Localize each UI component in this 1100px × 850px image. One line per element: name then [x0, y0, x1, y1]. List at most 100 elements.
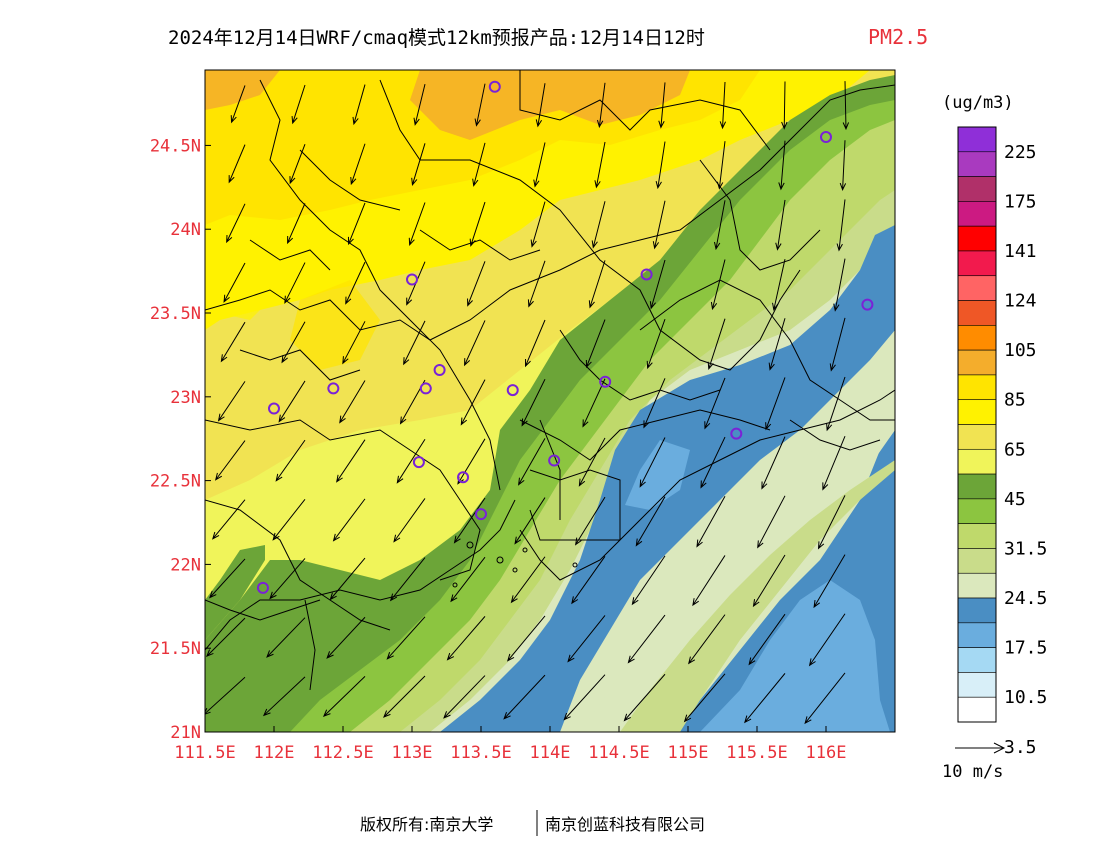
wind-arrow	[389, 557, 426, 602]
colorbar-unit: (ug/m3)	[942, 93, 1014, 113]
station-marker	[548, 454, 561, 467]
x-tick-label: 112.5E	[312, 743, 373, 763]
footer: 版权所有:南京大学 南京创蓝科技有限公司	[360, 810, 705, 836]
wind-legend: 10 m/s	[942, 742, 1006, 782]
wind-arrow	[205, 676, 246, 715]
y-tick-label: 23.5N	[150, 304, 201, 324]
wind-arrow	[768, 318, 786, 371]
colorbar-swatch	[957, 548, 997, 574]
wind-arrow	[518, 438, 546, 486]
station-marker	[256, 581, 269, 594]
colorbar-label: 225	[1004, 142, 1037, 163]
wind-arrow	[413, 84, 426, 126]
x-tick-label: 114.5E	[588, 743, 649, 763]
wind-arrow	[719, 81, 727, 130]
colorbar-swatch	[957, 225, 997, 252]
wind-arrow	[765, 377, 786, 431]
wind-arrow	[826, 376, 846, 432]
wind-arrow	[714, 200, 726, 251]
colorbar-swatch	[957, 176, 997, 202]
x-tick-label: 112E	[254, 743, 295, 763]
wind-arrow	[275, 439, 306, 482]
station-marker	[599, 375, 612, 388]
wind-arrow	[230, 85, 246, 124]
colorbar-label: 141	[1004, 241, 1037, 262]
y-tick-label: 21N	[170, 723, 201, 743]
wind-arrow	[262, 676, 306, 717]
colorbar-swatch	[957, 300, 997, 326]
wind-arrow	[226, 203, 246, 244]
wind-arrow	[833, 258, 846, 312]
wind-arrow	[284, 262, 306, 304]
wind-arrow	[411, 143, 426, 187]
wind-arrow	[514, 497, 546, 545]
wind-arrow	[453, 497, 486, 544]
wind-arrow	[704, 377, 726, 430]
wind-arrow	[594, 141, 606, 189]
wind-arrow	[688, 614, 726, 665]
wind-arrow	[393, 498, 426, 543]
wind-arrow	[646, 318, 666, 370]
wind-legend-label: 10 m/s	[942, 762, 1003, 782]
colorbar-label: 85	[1004, 390, 1026, 411]
wind-arrow	[403, 320, 426, 366]
wind-arrow	[220, 321, 246, 363]
colorbar-label: 175	[1004, 191, 1037, 212]
colorbar-label: 105	[1004, 340, 1037, 361]
wind-arrow	[396, 438, 426, 484]
wind-arrow	[530, 201, 546, 248]
colorbar-swatch	[957, 622, 997, 648]
station-marker	[475, 508, 487, 521]
wind-arrow	[272, 498, 306, 541]
colorbar-swatch	[957, 597, 997, 624]
wind-arrow	[643, 378, 666, 429]
colorbar-label: 124	[1004, 291, 1037, 312]
wind-arrow	[527, 260, 546, 308]
colorbar-swatch	[957, 672, 997, 698]
wind-arrow	[287, 203, 306, 245]
wind-arrow	[332, 498, 366, 542]
colorbar-swatch	[957, 696, 997, 723]
wind-arrow	[744, 673, 786, 724]
colorbar-swatch	[957, 250, 997, 277]
colorbar-swatch	[957, 201, 997, 227]
colorbar-label: 3.5	[1004, 737, 1037, 758]
wind-arrow	[781, 81, 788, 130]
wind-arrow	[700, 436, 726, 489]
wind-arrow	[761, 436, 786, 490]
wind-arrow	[408, 202, 426, 246]
map-title: 2024年12月14日WRF/cmaq模式12km预报产品:12月14日12时	[168, 27, 705, 49]
wind-arrow	[342, 321, 366, 365]
y-tick-label: 24N	[170, 220, 201, 240]
wind-arrow	[842, 81, 850, 131]
wind-arrow	[588, 260, 606, 309]
wind-arrow	[683, 673, 726, 723]
wind-arrow	[386, 616, 426, 660]
wind-arrow	[217, 381, 246, 422]
wind-arrow	[339, 380, 366, 424]
wind-arrow	[757, 495, 786, 549]
wind-arrow	[347, 202, 366, 246]
wind-arrow	[223, 262, 246, 303]
colorbar-swatch	[957, 349, 997, 376]
wind-arrow	[710, 259, 726, 311]
wind-arrow	[443, 675, 486, 719]
concentration-field	[205, 70, 895, 732]
wind-arrow	[563, 674, 606, 721]
wind-arrow	[212, 499, 246, 540]
colorbar-label: 65	[1004, 439, 1026, 460]
y-tick-label: 22N	[170, 555, 201, 575]
wind-arrow	[472, 142, 486, 187]
wind-arrow	[627, 614, 666, 664]
wind-arrow	[655, 141, 666, 190]
wind-arrow	[635, 496, 666, 547]
wind-arrow	[228, 144, 246, 184]
wind-arrow	[813, 554, 846, 609]
colorbar-swatch	[957, 448, 997, 475]
wind-arrow	[808, 613, 846, 667]
colorbar-swatch	[957, 572, 997, 599]
footer-copyright: 版权所有:南京大学	[360, 815, 493, 834]
wind-arrow	[591, 201, 606, 249]
wind-arrow	[631, 555, 666, 606]
wind-arrow	[639, 437, 666, 488]
